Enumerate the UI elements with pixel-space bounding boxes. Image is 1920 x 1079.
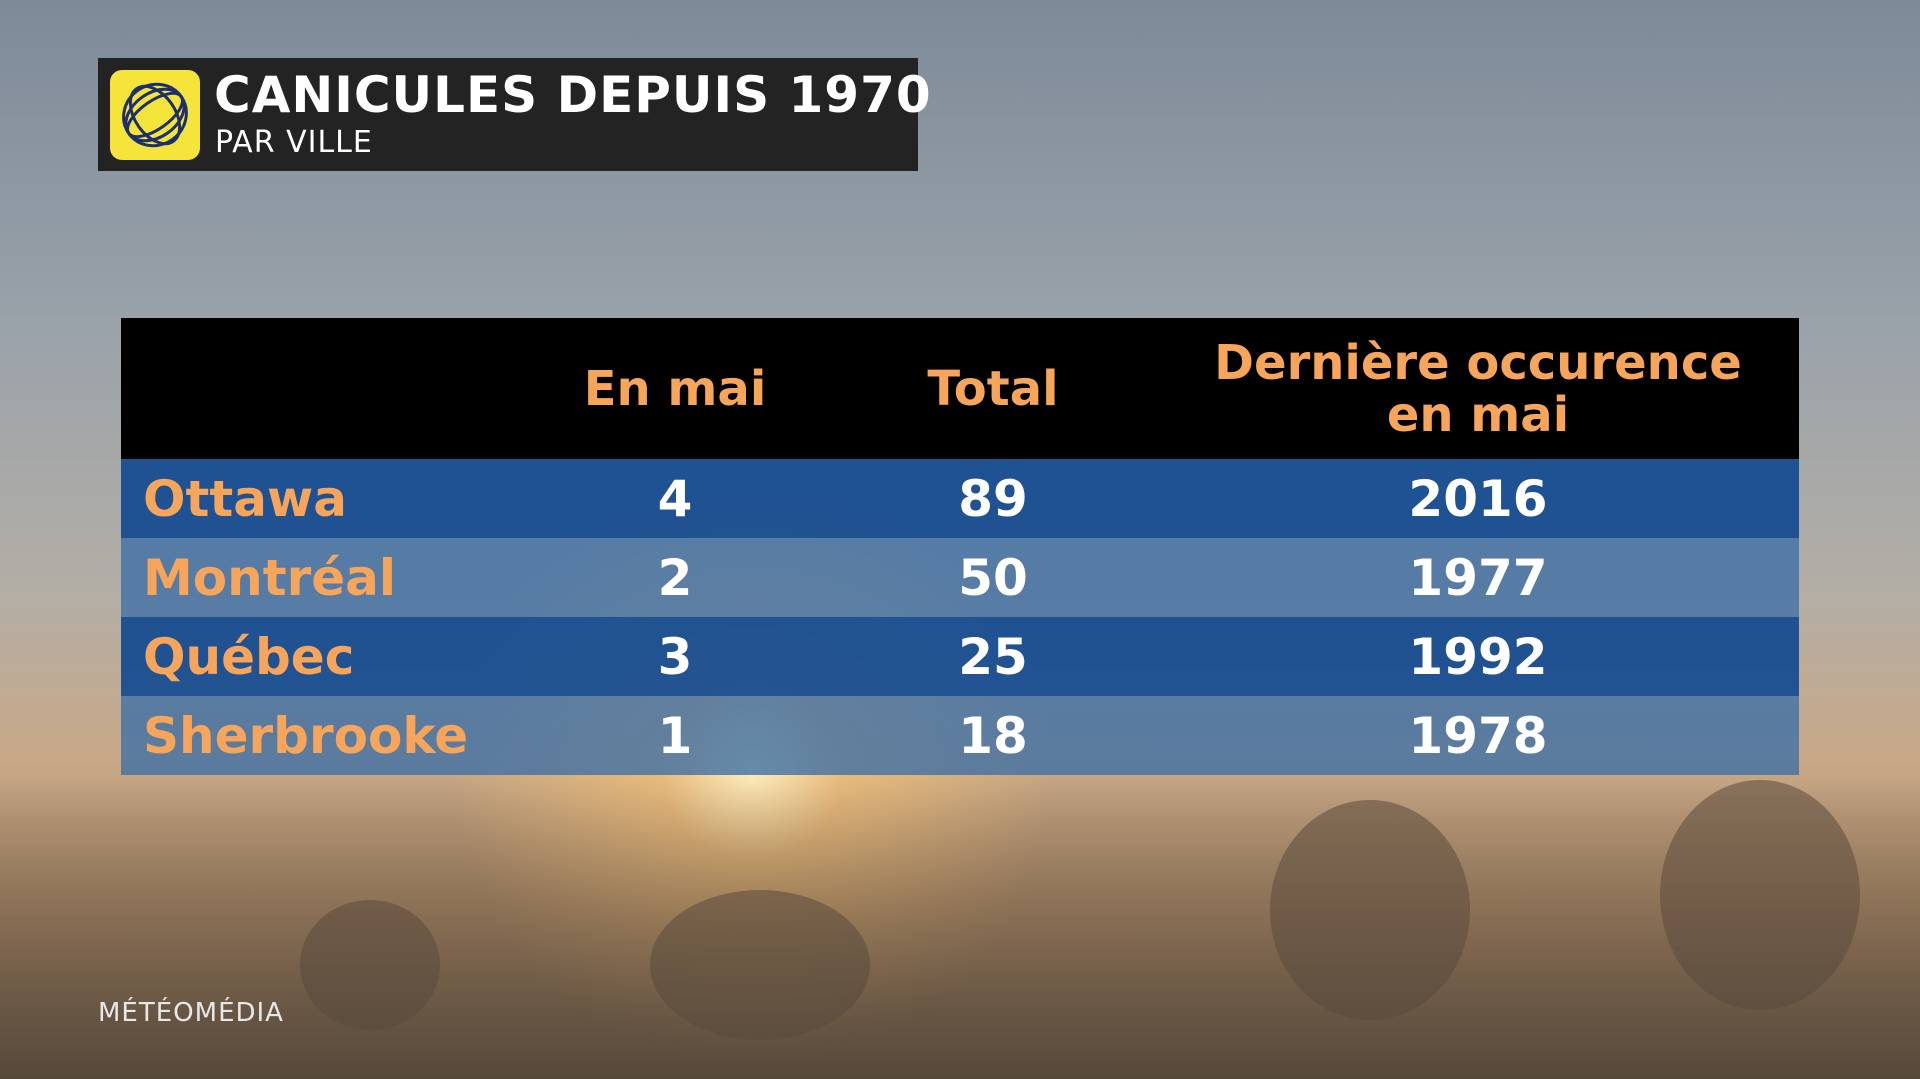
header-cell: En mai (521, 318, 829, 459)
logo (110, 70, 200, 160)
background-tree (1270, 800, 1470, 1020)
background-tree (650, 890, 870, 1040)
city-cell: Sherbrooke (121, 696, 521, 775)
header-cell: Total (829, 318, 1157, 459)
row: Montréal 2 50 1977 (121, 538, 1799, 617)
header: CANICULES DEPUIS 1970 PAR VILLE (98, 58, 931, 171)
row: Sherbrooke 1 18 1978 (121, 696, 1799, 775)
cell: 3 (521, 617, 829, 696)
logo-icon (122, 82, 188, 148)
background-tree (1660, 780, 1860, 1010)
cell: 25 (829, 617, 1157, 696)
cell: 4 (521, 459, 829, 538)
cell: 1992 (1157, 617, 1799, 696)
header-cell: Dernière occurence en mai (1157, 318, 1799, 459)
cell: 18 (829, 696, 1157, 775)
cell: 1978 (1157, 696, 1799, 775)
header-cell (121, 318, 521, 459)
cell: 2016 (1157, 459, 1799, 538)
table: En mai Total Dernière occurence en mai O… (121, 318, 1799, 775)
background-hills (0, 779, 1920, 1079)
title: CANICULES DEPUIS 1970 (214, 66, 932, 124)
subtitle: PAR VILLE (215, 125, 373, 160)
city-cell: Ottawa (121, 459, 521, 538)
city-cell: Québec (121, 617, 521, 696)
cell: 2 (521, 538, 829, 617)
row: Québec 3 25 1992 (121, 617, 1799, 696)
background-tree (300, 900, 440, 1030)
cell: 50 (829, 538, 1157, 617)
cell: 1977 (1157, 538, 1799, 617)
cell: 1 (521, 696, 829, 775)
row: Ottawa 4 89 2016 (121, 459, 1799, 538)
city-cell: Montréal (121, 538, 521, 617)
cell: 89 (829, 459, 1157, 538)
brand: MÉTÉOMÉDIA (98, 998, 284, 1028)
header-row: En mai Total Dernière occurence en mai (121, 318, 1799, 459)
